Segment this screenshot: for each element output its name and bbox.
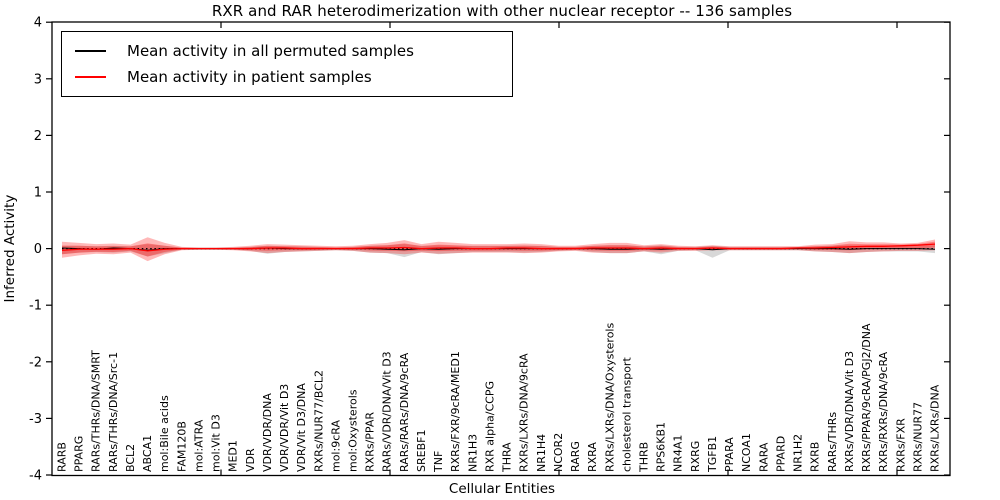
- x-tick-label: MED1: [227, 440, 240, 472]
- x-tick-label: VDR/Vit D3/DNA: [295, 383, 308, 472]
- x-tick-label: RXRs/PPAR: [364, 412, 377, 472]
- x-tick-label: RARs/THRs/DNA/SMRT: [90, 350, 103, 472]
- x-tick-label: RXRs/RXRs/DNA/9cRA: [877, 351, 890, 472]
- legend-line-sample-red: [75, 76, 106, 78]
- x-tick-label: RARA: [757, 442, 770, 472]
- x-tick-label: mol:Vit D3: [210, 414, 223, 472]
- x-tick-label: RARB: [56, 442, 69, 472]
- chart-title: RXR and RAR heterodimerization with othe…: [211, 2, 793, 20]
- x-tick-label: RXRs/PPAR/9cRA/PGJ2/DNA: [860, 323, 873, 472]
- x-tick-label: BCL2: [124, 444, 137, 472]
- x-tick-label: RXRs/FXR/9cRA/MED1: [449, 351, 462, 472]
- x-tick-label: THRB: [638, 442, 651, 473]
- x-tick-label: cholesterol transport: [620, 357, 633, 472]
- x-tick-label: RXRs/LXRs/DNA/9cRA: [518, 353, 531, 472]
- x-tick-label: RXR alpha/CCPG: [483, 381, 496, 472]
- x-tick-label: RXRs/NUR77: [911, 402, 924, 472]
- x-tick-label: mol:ATRA: [192, 419, 205, 472]
- y-axis-label: Inferred Activity: [2, 195, 18, 303]
- x-tick-label: TGFB1: [706, 436, 719, 473]
- y-tick-label: -4: [29, 469, 42, 484]
- x-tick-label: RARs/THRs/DNA/Src-1: [107, 352, 120, 472]
- x-tick-label: NCOR2: [552, 433, 565, 472]
- x-tick-label: SREBF1: [415, 430, 428, 472]
- x-tick-label: FAM120B: [175, 421, 188, 472]
- band-patient-outer: [62, 237, 935, 262]
- legend-entry-permuted: Mean activity in all permuted samples: [75, 41, 512, 60]
- x-axis-ticks: [220, 22, 898, 476]
- x-entity-labels: RARB PPARG RARs/THRs/DNA/SMRT RARs/THRs/DNA…: [56, 323, 942, 473]
- x-tick-label: VDR/VDR/DNA: [261, 393, 274, 472]
- x-tick-label: RARs/VDR/DNA/Vit D3: [381, 351, 394, 472]
- x-tick-label: PPARD: [774, 436, 787, 472]
- legend-label: Mean activity in patient samples: [127, 67, 372, 86]
- x-tick-label: RXRB: [809, 442, 822, 472]
- x-tick-label: RARs/THRs: [826, 412, 839, 472]
- y-tick-label: 4: [34, 16, 42, 31]
- x-tick-label: NR1H2: [792, 434, 805, 472]
- x-tick-label: NR1H3: [466, 434, 479, 472]
- y-tick-label: -1: [29, 299, 42, 314]
- y-tick-label: -3: [29, 412, 42, 427]
- x-tick-label: mol:Oxysterols: [347, 389, 360, 472]
- x-tick-label: NR1H4: [535, 434, 548, 472]
- legend-line-sample-black: [75, 50, 106, 52]
- x-tick-label: THRA: [501, 442, 514, 473]
- x-tick-label: NCOA1: [740, 433, 753, 472]
- x-tick-label: RXRs/LXRs/DNA: [929, 384, 942, 472]
- x-tick-label: VDR/VDR/Vit D3: [278, 384, 291, 472]
- x-tick-label: VDR: [244, 448, 257, 472]
- x-tick-label: mol:9cRA: [329, 420, 342, 472]
- x-tick-label: ABCA1: [141, 435, 154, 472]
- x-tick-label: RXRs/LXRs/DNA/Oxysterols: [603, 323, 616, 472]
- y-axis-ticks: 4 3 2 1 0 -1 -2 -3 -4: [29, 16, 950, 484]
- x-tick-label: PPARG: [73, 436, 86, 472]
- legend: Mean activity in all permuted samples Me…: [61, 31, 513, 97]
- x-tick-label: RARG: [569, 441, 582, 472]
- x-tick-label: RXRs/NUR77/BCL2: [312, 370, 325, 472]
- x-tick-label: RARs/RARs/DNA/9cRA: [398, 352, 411, 472]
- x-tick-label: RXRs/VDR/DNA/Vit D3: [843, 351, 856, 472]
- y-tick-label: 0: [34, 242, 42, 257]
- legend-entry-patient: Mean activity in patient samples: [75, 67, 512, 86]
- x-tick-label: PPARA: [723, 437, 736, 472]
- y-tick-label: -2: [29, 355, 42, 370]
- x-tick-label: RPS6KB1: [655, 422, 668, 472]
- y-tick-label: 2: [34, 129, 42, 144]
- x-tick-label: NR4A1: [672, 435, 685, 472]
- x-tick-label: TNF: [432, 451, 445, 473]
- y-tick-label: 1: [34, 186, 42, 201]
- y-tick-label: 3: [34, 72, 42, 87]
- x-axis-label: Cellular Entities: [448, 481, 556, 497]
- patient-mean-line: [61, 243, 936, 252]
- x-tick-label: RXRA: [586, 442, 599, 472]
- x-tick-label: mol:Bile acids: [158, 395, 171, 472]
- x-tick-label: RXRG: [689, 441, 702, 472]
- x-tick-label: RXRs/FXR: [894, 418, 907, 472]
- legend-label: Mean activity in all permuted samples: [127, 41, 414, 60]
